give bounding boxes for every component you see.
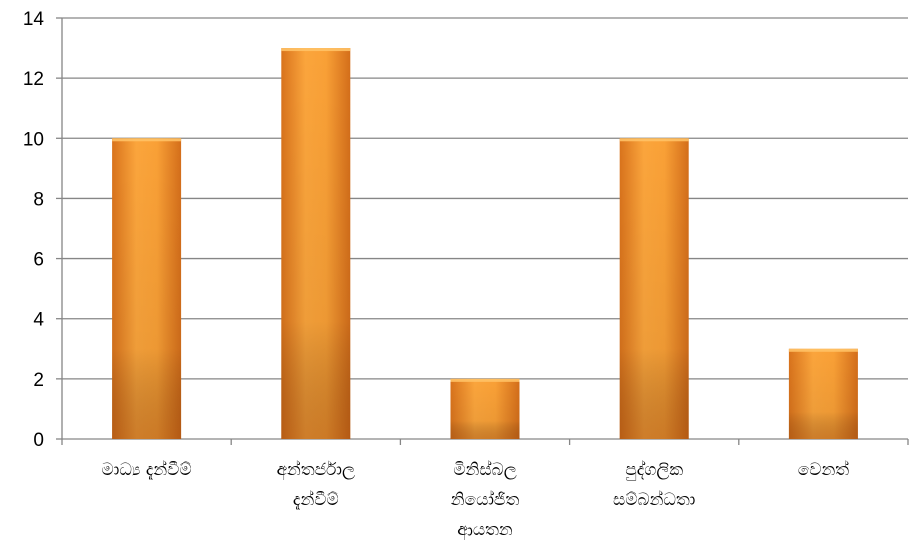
bar-shading [281, 48, 351, 439]
x-category-label: නියෝජිත [451, 490, 520, 510]
bar-top-highlight [788, 348, 858, 352]
x-category-label: මිනිස්බල [453, 460, 516, 480]
bar-2 [281, 48, 351, 439]
bar-5 [788, 348, 858, 439]
y-tick-label: 12 [23, 69, 44, 90]
x-category-label: මාධ්‍ය දැන්වීම් [102, 460, 192, 480]
bar-4 [619, 138, 689, 440]
bar-top-highlight [450, 378, 520, 382]
bar-shading [112, 138, 182, 440]
y-tick-label: 2 [33, 370, 44, 391]
y-tick-label: 14 [23, 9, 45, 30]
x-category-label: දැන්වීම් [293, 490, 339, 510]
bar-top-highlight [619, 138, 689, 142]
x-category-label: වෙනත් [798, 460, 850, 480]
bars [112, 48, 858, 440]
bar-1 [112, 138, 182, 440]
y-tick-label: 8 [33, 189, 44, 210]
x-category-label: සම්බන්ධතා [613, 490, 695, 510]
bar-shading [619, 138, 689, 440]
bar-shading [450, 378, 520, 439]
y-tick-label: 10 [23, 129, 44, 150]
y-tick-label: 6 [33, 250, 44, 271]
gridlines [62, 17, 908, 380]
bar-3 [450, 378, 520, 439]
bar-top-highlight [281, 48, 351, 52]
x-category-label: ආයතන [457, 520, 513, 541]
x-category-label: පුද්ගලික [625, 460, 683, 480]
x-axis-category-labels: මාධ්‍ය දැන්වීම් අන්තර්ජාල දැන්වීම් මිනිස්බල… [102, 460, 850, 541]
y-axis-tick-labels: 0 2 4 6 8 10 12 14 [23, 9, 45, 451]
x-category-label: අන්තර්ජාල [277, 460, 355, 481]
bar-top-highlight [112, 138, 182, 142]
y-tick-label: 4 [33, 310, 44, 331]
y-tick-label: 0 [33, 430, 44, 451]
bar-shading [788, 348, 858, 439]
